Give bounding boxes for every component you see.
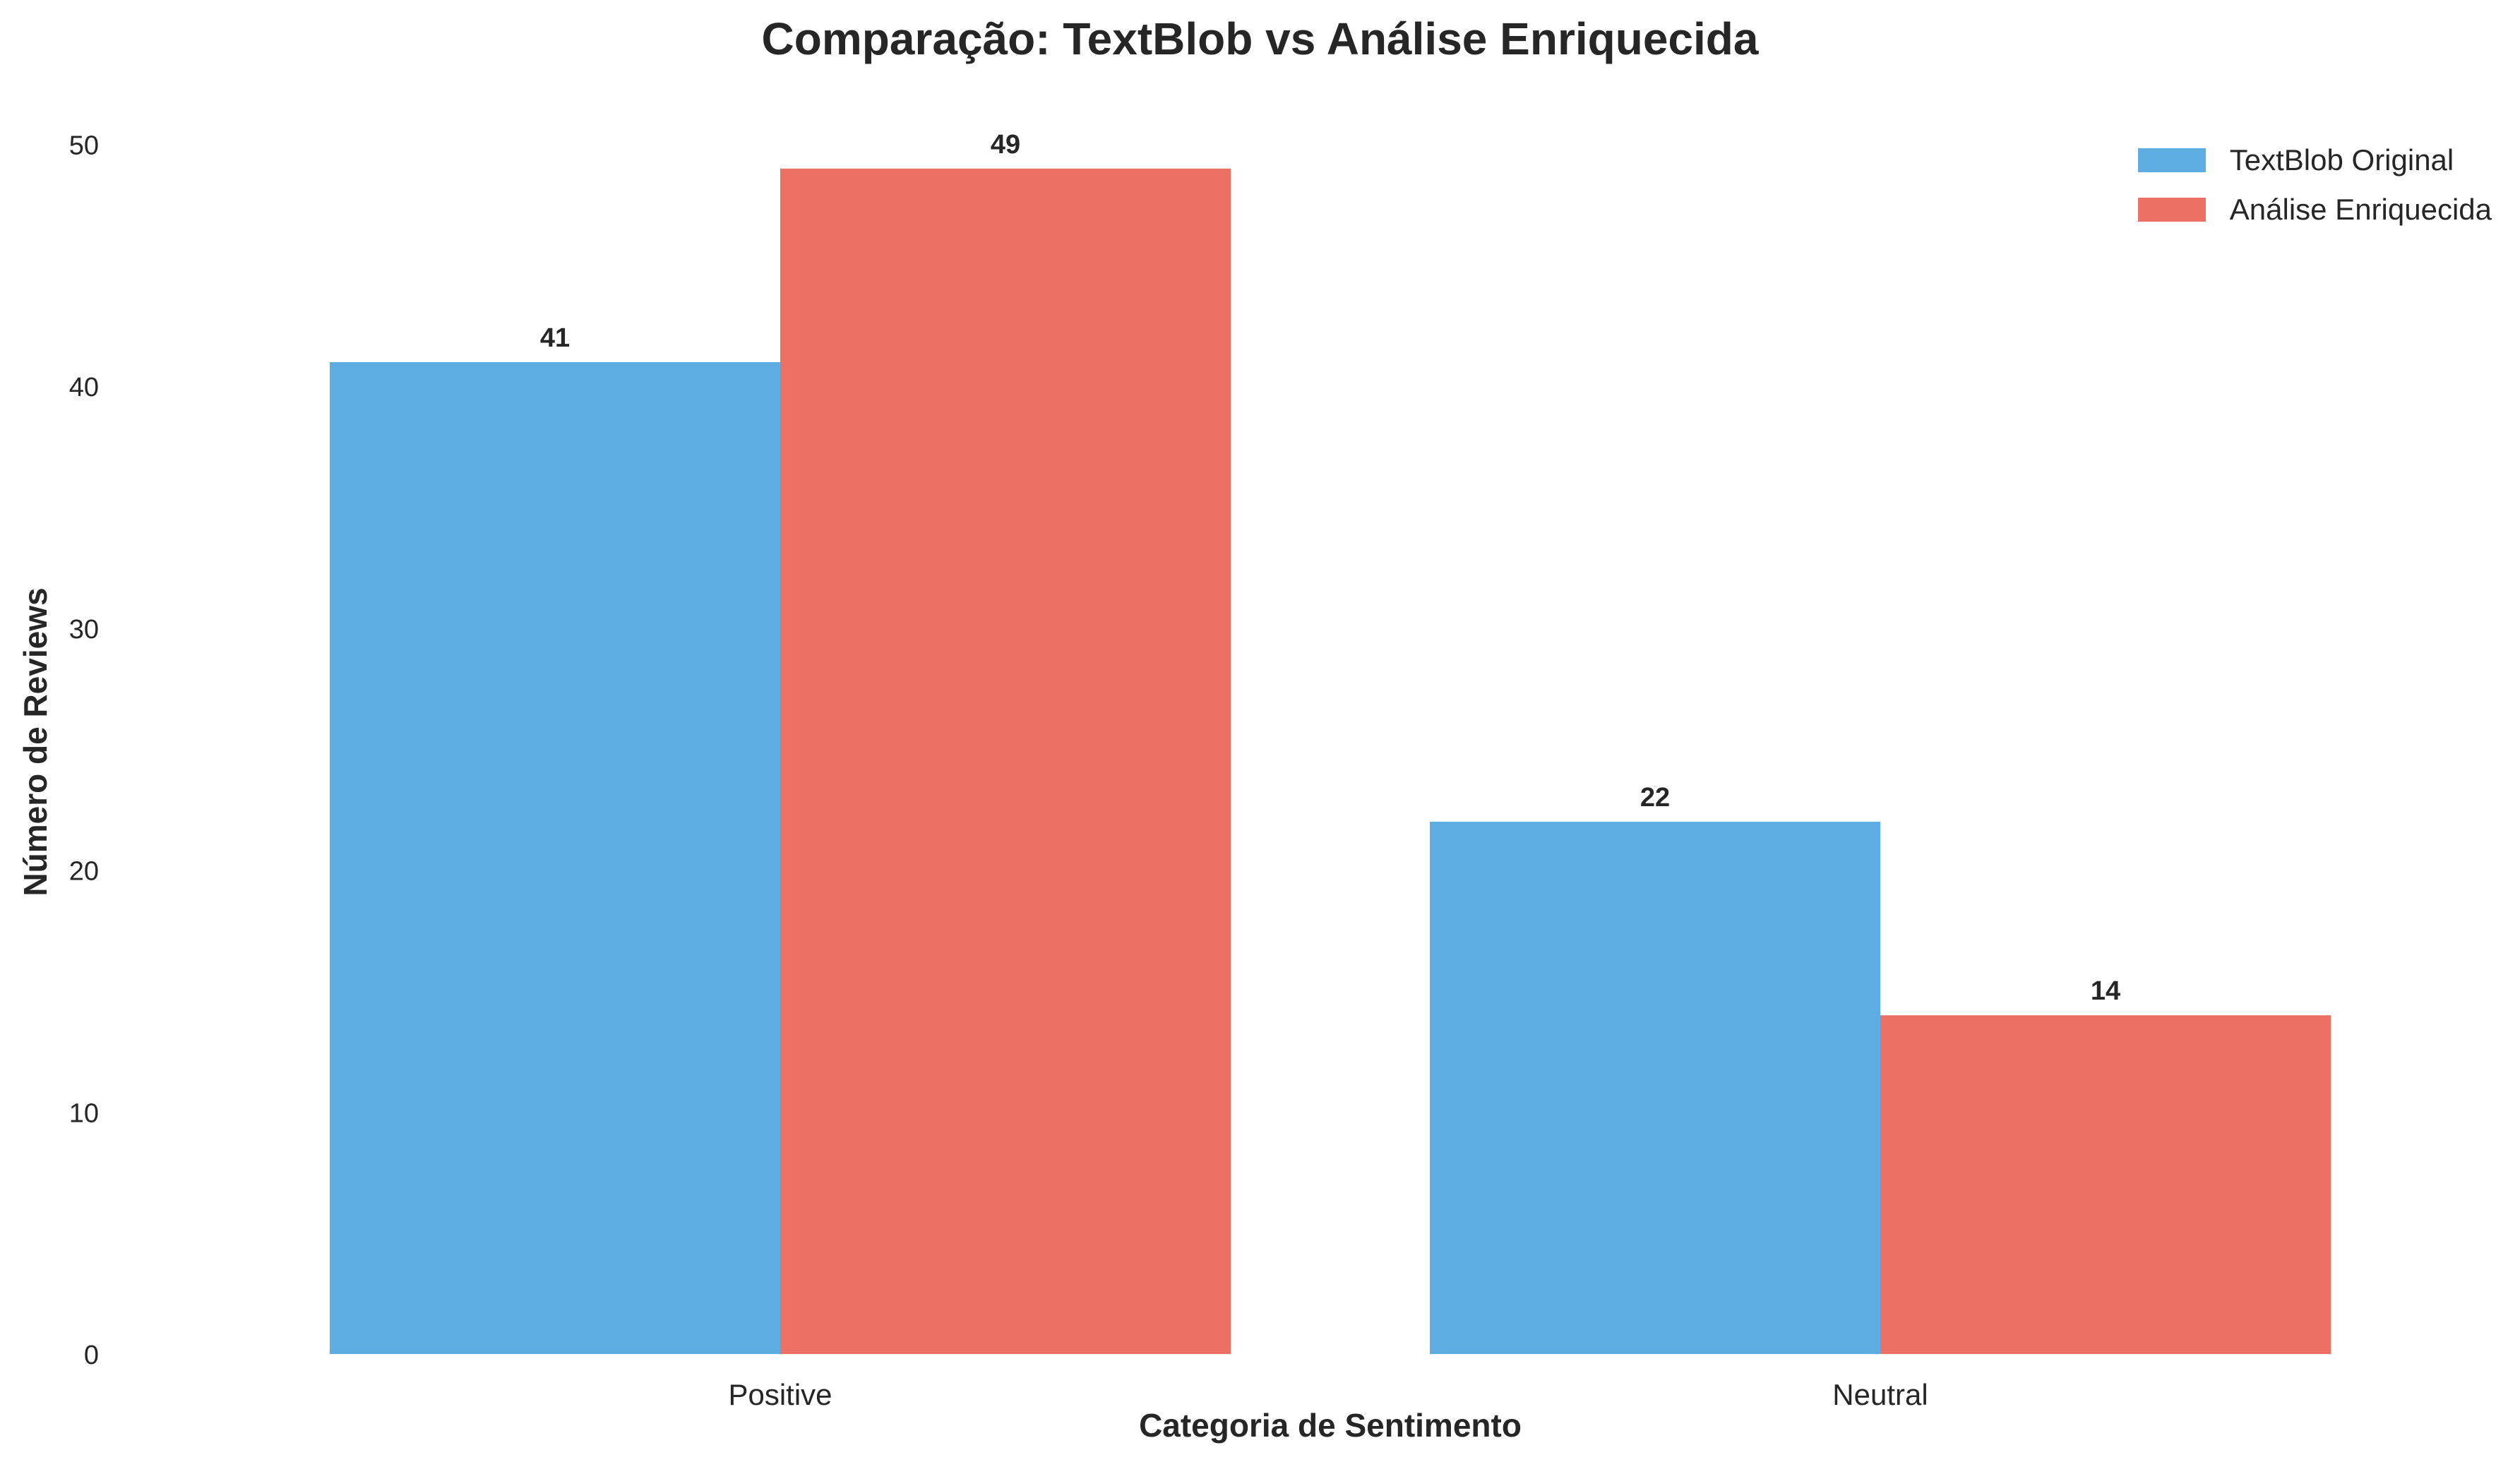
legend: TextBlob Original Análise Enriquecida: [2137, 136, 2492, 234]
legend-label-textblob: TextBlob Original: [2229, 143, 2454, 176]
x-tick-label: Neutral: [1832, 1378, 1928, 1411]
y-tick-label: 40: [69, 373, 99, 402]
bar-value-label: 41: [540, 323, 570, 353]
y-axis: 0 10 20 30 40 50: [69, 131, 99, 1370]
y-tick-label: 50: [69, 131, 99, 161]
bar-value-label: 22: [1640, 783, 1670, 813]
bar: [1880, 1015, 2331, 1354]
data-labels: 41 49 22 14: [540, 130, 2120, 1006]
x-tick-label: Positive: [728, 1378, 832, 1411]
bar: [330, 361, 780, 1354]
y-axis-label: Número de Reviews: [17, 587, 54, 897]
bar: [1430, 822, 1880, 1354]
legend-item-enriquecida: Análise Enriquecida: [2137, 185, 2492, 234]
legend-item-textblob: TextBlob Original: [2137, 136, 2492, 185]
y-tick-label: 0: [84, 1341, 99, 1370]
y-tick-label: 20: [69, 857, 99, 887]
bar: [780, 168, 1231, 1354]
y-tick-label: 30: [69, 615, 99, 645]
bar-value-label: 49: [991, 130, 1020, 160]
legend-swatch-enriquecida: [2137, 198, 2206, 222]
legend-label-enriquecida: Análise Enriquecida: [2229, 193, 2492, 226]
legend-swatch-textblob: [2137, 148, 2206, 172]
y-tick-label: 10: [69, 1098, 99, 1128]
bar-group: [330, 168, 2331, 1354]
x-axis-label: Categoria de Sentimento: [1139, 1407, 1522, 1444]
x-axis: Positive Neutral: [728, 1378, 1928, 1411]
bar-value-label: 14: [2091, 976, 2120, 1006]
chart-title: Comparação: TextBlob vs Análise Enriquec…: [761, 13, 1759, 64]
